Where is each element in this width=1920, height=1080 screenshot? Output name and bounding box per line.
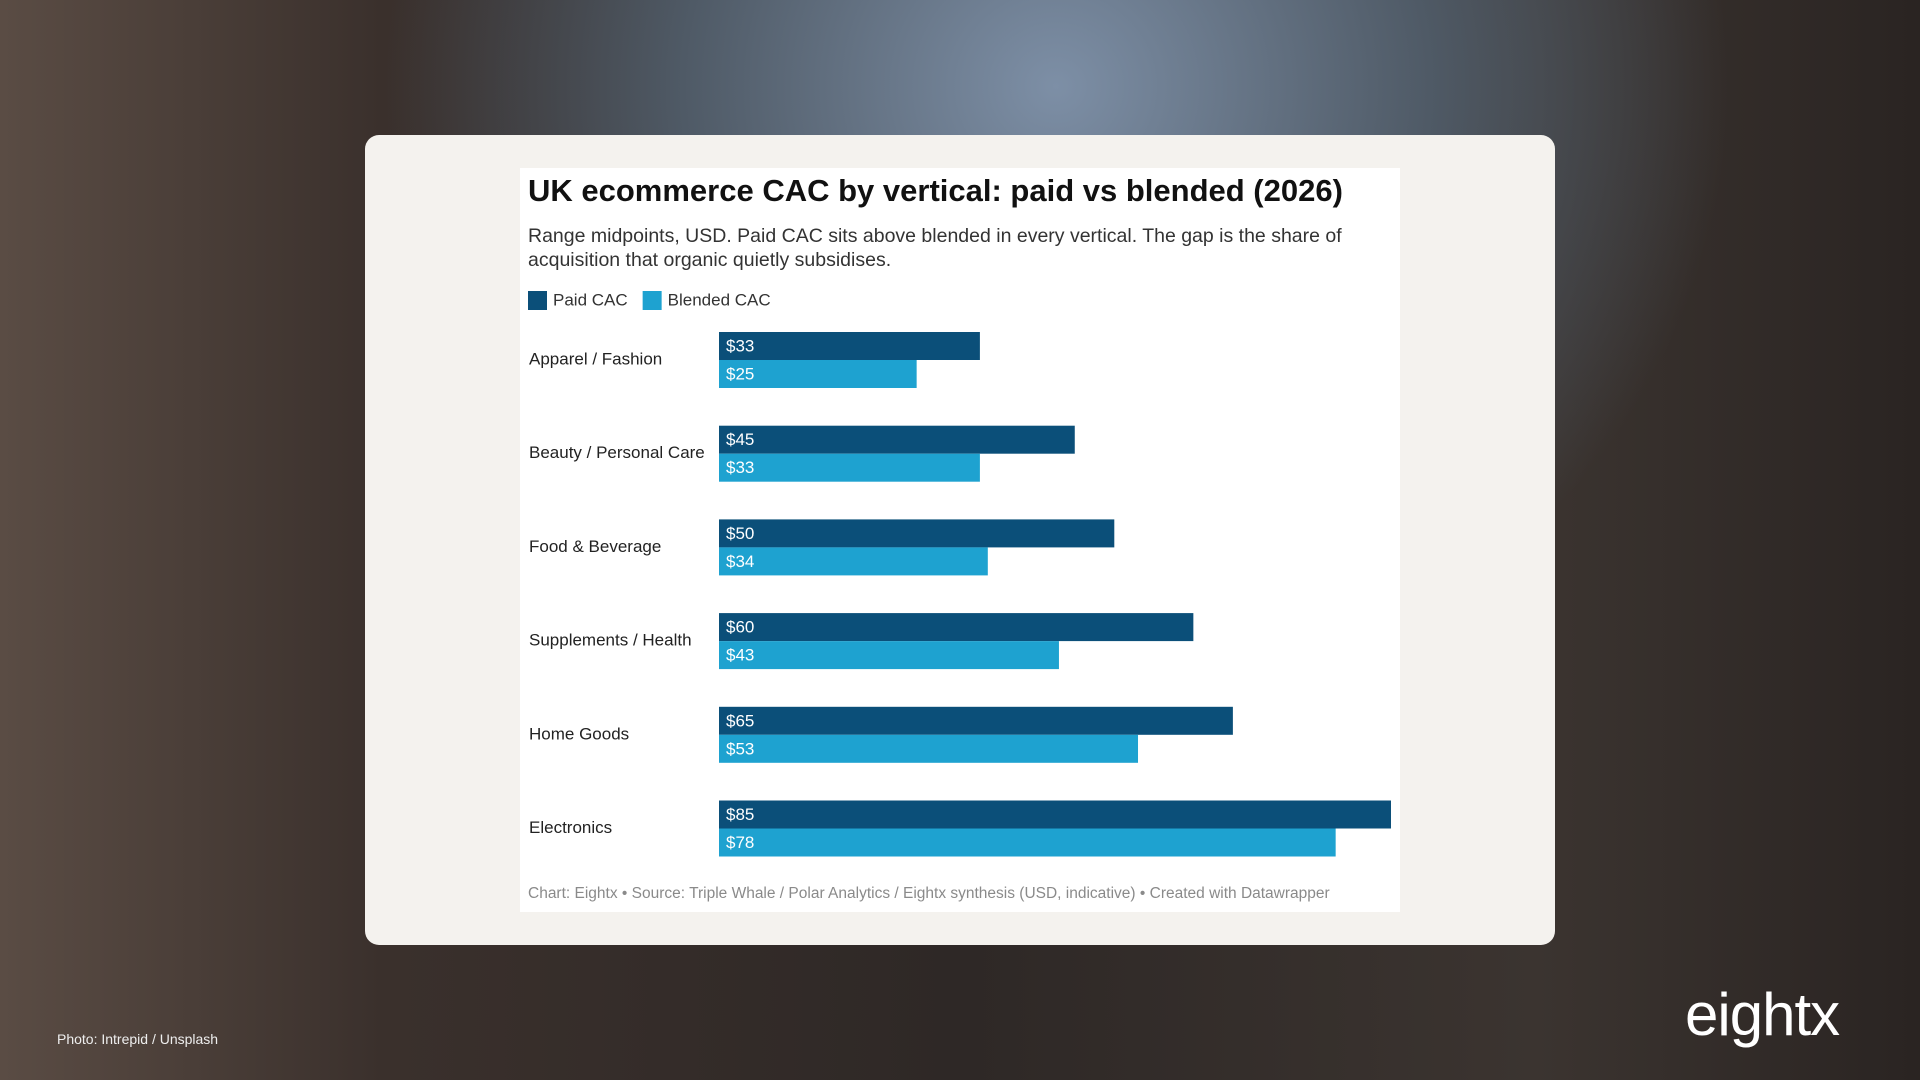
bar (719, 613, 1194, 642)
category-label: Beauty / Personal Care (529, 443, 705, 462)
bar (719, 641, 1059, 670)
category-label: Apparel / Fashion (529, 349, 662, 368)
value-label: $25 (726, 364, 754, 383)
value-label: $53 (726, 739, 754, 758)
value-label: $65 (726, 711, 754, 730)
photo-credit: Photo: Intrepid / Unsplash (57, 1031, 219, 1047)
bar (719, 734, 1139, 763)
legend-swatch (528, 291, 547, 310)
value-label: $43 (726, 646, 754, 665)
bar (719, 519, 1115, 548)
chart-title: UK ecommerce CAC by vertical: paid vs bl… (528, 173, 1343, 208)
value-label: $60 (726, 618, 754, 637)
bar (719, 828, 1336, 857)
bar (719, 453, 980, 482)
value-label: $85 (726, 805, 754, 824)
category-label: Supplements / Health (529, 631, 692, 650)
chart-subtitle: Range midpoints, USD. Paid CAC sits abov… (528, 225, 1342, 271)
value-label: $78 (726, 833, 754, 852)
category-label: Home Goods (529, 724, 629, 743)
value-label: $45 (726, 430, 754, 449)
value-label: $50 (726, 524, 754, 543)
legend-label: Paid CAC (553, 290, 628, 309)
legend-swatch (642, 291, 662, 310)
category-label: Electronics (529, 818, 612, 837)
bar (719, 547, 988, 576)
bar (719, 425, 1075, 454)
bar (719, 800, 1391, 829)
value-label: $33 (726, 458, 754, 477)
value-label: $33 (726, 336, 754, 355)
bar (719, 332, 980, 360)
value-label: $34 (726, 552, 754, 571)
brand-logo: eightx (1685, 981, 1840, 1048)
source-note: Chart: Eightx • Source: Triple Whale / P… (528, 885, 1330, 902)
legend-label: Blended CAC (668, 290, 771, 309)
bar (719, 706, 1233, 735)
bar (719, 360, 917, 388)
category-label: Food & Beverage (529, 537, 661, 556)
